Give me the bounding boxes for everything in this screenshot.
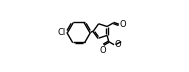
Text: O: O [115, 40, 121, 49]
Text: O: O [100, 46, 106, 55]
Text: Cl: Cl [58, 28, 66, 37]
Text: O: O [120, 20, 126, 29]
